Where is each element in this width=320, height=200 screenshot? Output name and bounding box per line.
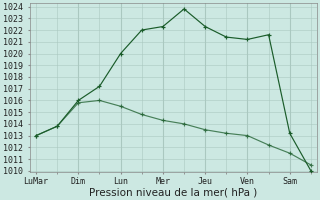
X-axis label: Pression niveau de la mer( hPa ): Pression niveau de la mer( hPa ) xyxy=(89,187,258,197)
